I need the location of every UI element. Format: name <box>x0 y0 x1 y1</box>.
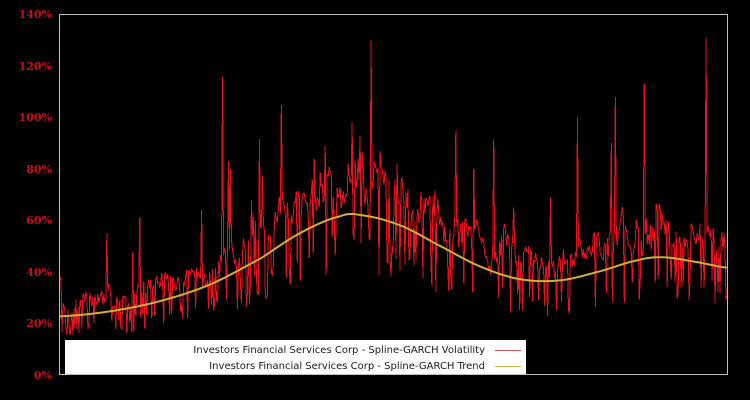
y-tick-140: 140% <box>18 8 52 21</box>
chart-svg <box>60 38 727 336</box>
y-tick-0: 0% <box>33 369 52 382</box>
y-tick-80: 80% <box>26 163 52 176</box>
legend-swatch-volatility <box>495 349 521 351</box>
y-tick-20: 20% <box>26 317 52 330</box>
legend-swatch-trend <box>495 365 521 367</box>
legend-entry-volatility: Investors Financial Services Corp - Spli… <box>66 342 525 358</box>
plot-area <box>59 14 728 375</box>
y-tick-40: 40% <box>26 266 52 279</box>
trend-series-line <box>60 212 727 318</box>
y-tick-100: 100% <box>18 111 52 124</box>
volatility-series-line <box>60 38 727 336</box>
y-tick-60: 60% <box>26 214 52 227</box>
chart-legend: Investors Financial Services Corp - Spli… <box>65 340 526 374</box>
legend-label-trend: Investors Financial Services Corp - Spli… <box>209 360 485 372</box>
y-tick-120: 120% <box>18 60 52 73</box>
legend-entry-trend: Investors Financial Services Corp - Spli… <box>66 358 525 374</box>
legend-label-volatility: Investors Financial Services Corp - Spli… <box>193 344 485 356</box>
